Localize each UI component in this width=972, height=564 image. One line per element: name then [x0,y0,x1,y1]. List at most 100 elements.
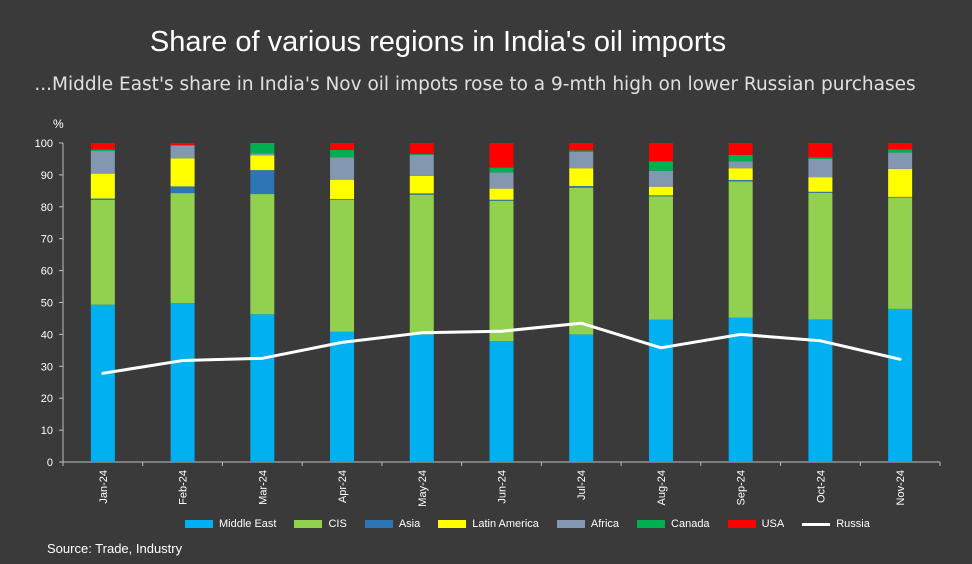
bar-segment-middle-east [489,341,514,462]
legend-label: Russia [836,518,870,530]
y-tick-label: 80 [41,202,53,214]
bar-segment-africa [90,150,115,174]
bar-segment-latin-america [170,158,195,187]
bar-segment-middle-east [409,334,434,462]
y-tick-label: 90 [41,170,53,182]
bar-segment-middle-east [728,317,753,462]
bar-segment-asia [170,186,195,194]
legend-swatch [185,520,213,528]
legend-item-latin-america: Latin America [438,518,539,530]
bar-segment-canada [648,161,673,171]
x-tick-label: Apr-24 [337,470,349,503]
chart-title: Share of various regions in India's oil … [149,26,727,58]
bar-segment-cis [888,197,913,309]
bar-segment-usa [409,143,434,154]
bar-segment-latin-america [808,177,833,192]
x-tick-label: Feb-24 [178,470,190,505]
y-tick-label: 10 [41,425,53,437]
legend-swatch [438,520,467,528]
legend-label: Middle East [219,518,277,530]
legend-label: Asia [398,518,421,530]
bar-segment-asia [90,198,115,200]
legend-swatch [727,520,756,528]
bar-segment-middle-east [648,319,673,462]
bar-segment-asia [728,180,753,182]
bar-segment-latin-america [250,155,275,171]
chart-subtitle: ...Middle East's share in India's Nov oi… [34,74,916,95]
bar-segment-canada [728,154,753,162]
legend-swatch [556,520,585,528]
bar-segment-africa [569,151,594,169]
bar-segment-africa [648,170,673,187]
legend-swatch [294,520,323,528]
source-note: Source: Trade, Industry [47,541,183,556]
bar-segment-canada [330,150,355,158]
legend-label: Africa [590,518,620,530]
legend-label: CIS [328,518,347,530]
x-tick-label: Jul-24 [576,470,588,500]
bar-segment-latin-america [888,168,913,197]
legend-item-africa: Africa [556,518,620,530]
bar-segment-middle-east [330,331,355,462]
legend-label: USA [761,518,785,530]
bar-segment-canada [888,149,913,153]
russia-line [101,321,902,375]
bar-segment-africa [409,154,434,176]
bar-segment-canada [90,149,115,151]
bar-segment-asia [409,193,434,195]
x-tick-label: Sep-24 [736,470,748,505]
bar-segment-asia [569,186,594,188]
y-tick-label: 100 [35,138,53,150]
bar-segment-canada [569,150,594,152]
bar-segment-cis [569,187,594,335]
y-tick-label: 60 [41,266,53,278]
bar-segment-canada [409,153,434,155]
bar-segment-asia [489,199,514,201]
legend-item-canada: Canada [637,518,710,530]
legend-label: Canada [671,518,710,530]
bar-segment-usa [888,143,913,150]
bar-segment-latin-america [569,168,594,187]
bar-segment-latin-america [489,188,514,200]
bar-segment-usa [569,143,594,151]
bar-segment-canada [250,143,275,154]
y-tick-label: 40 [41,329,53,341]
x-tick-label: May-24 [417,470,429,507]
y-axis-unit-label: % [53,117,64,131]
y-tick-label: 50 [41,298,53,310]
bar-segment-latin-america [728,168,753,181]
y-tick-label: 70 [41,234,53,246]
bar-segment-cis [489,200,514,342]
x-tick-label: Mar-24 [257,470,269,505]
legend-label: Latin America [472,518,539,530]
bar-segment-cis [728,181,753,318]
bar-segment-africa [728,161,753,169]
y-tick-label: 20 [41,393,53,405]
bar-segment-africa [489,172,514,189]
bar-segment-usa [170,143,195,146]
legend-item-cis: CIS [294,518,347,530]
bar-segment-usa [808,143,833,158]
bar-segment-usa [648,143,673,162]
bar-segment-cis [250,194,275,315]
x-tick-label: Jan-24 [98,470,110,504]
bar-segment-cis [808,192,833,320]
legend-swatch [802,522,831,526]
legend-item-usa: USA [727,518,785,530]
bar-segment-middle-east [250,314,275,462]
bar-segment-cis [330,199,355,332]
bar-segment-africa [170,145,195,159]
bar-segment-middle-east [90,304,115,462]
bar-segment-asia [808,191,833,193]
x-tick-label: Oct-24 [815,470,827,503]
legend-swatch [637,520,666,528]
bar-segment-africa [808,158,833,178]
bar-segment-asia [648,195,673,197]
legend-swatch [364,520,393,528]
legend-item-middle-east: Middle East [185,518,276,530]
legend-item-asia: Asia [364,518,421,530]
bar-segment-middle-east [888,308,913,462]
bar-segment-middle-east [170,303,195,462]
bar-segment-latin-america [648,186,673,196]
bar-segment-latin-america [330,179,355,200]
